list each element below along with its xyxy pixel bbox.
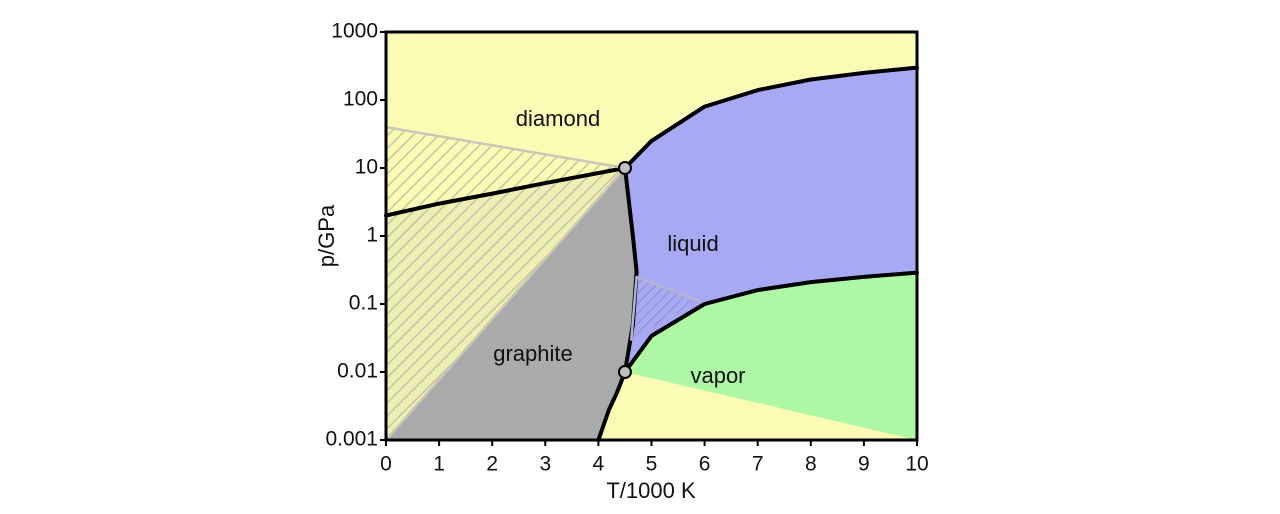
region-label: liquid — [667, 231, 718, 256]
x-tick-label: 6 — [699, 453, 711, 476]
metastable-hatch — [386, 127, 625, 440]
y-tick-label: 0.001 — [325, 428, 378, 451]
region-label: graphite — [493, 341, 573, 366]
y-tick-label: 10 — [355, 156, 378, 179]
x-tick-label: 8 — [805, 453, 817, 476]
x-tick-label: 3 — [539, 453, 551, 476]
region-fill — [625, 67, 917, 372]
x-tick-label: 7 — [752, 453, 764, 476]
region-label: diamond — [516, 106, 600, 131]
region-fill — [598, 272, 917, 440]
y-tick-label: 1000 — [331, 20, 378, 43]
triple-point — [617, 161, 632, 175]
metastable-hatch — [631, 276, 700, 340]
x-tick-label: 4 — [593, 453, 605, 476]
y-tick-label: 0.1 — [349, 292, 378, 315]
phase-boundary — [384, 166, 627, 218]
y-tick-label: 100 — [343, 88, 378, 111]
region-label: vapor — [690, 363, 745, 388]
x-tick-label: 10 — [905, 453, 928, 476]
phase-boundary — [623, 166, 639, 374]
metastable-boundary — [630, 275, 701, 341]
y-tick-label: 1 — [366, 224, 378, 247]
x-tick-label: 2 — [486, 453, 498, 476]
x-tick-label: 0 — [380, 453, 392, 476]
plot-area — [384, 30, 919, 442]
metastable-boundary — [384, 166, 627, 442]
y-axis-title: p/GPa — [314, 204, 339, 267]
phase-boundary — [623, 65, 919, 170]
phase-boundary — [623, 270, 919, 374]
x-axis-title: T/1000 K — [606, 478, 696, 503]
y-tick-label: 0.01 — [337, 360, 378, 383]
metastable-boundary — [384, 125, 627, 170]
x-tick-label: 5 — [646, 453, 658, 476]
x-tick-label: 1 — [433, 453, 445, 476]
triple-point — [617, 365, 632, 379]
x-tick-label: 9 — [858, 453, 870, 476]
phase-boundary — [596, 370, 627, 442]
